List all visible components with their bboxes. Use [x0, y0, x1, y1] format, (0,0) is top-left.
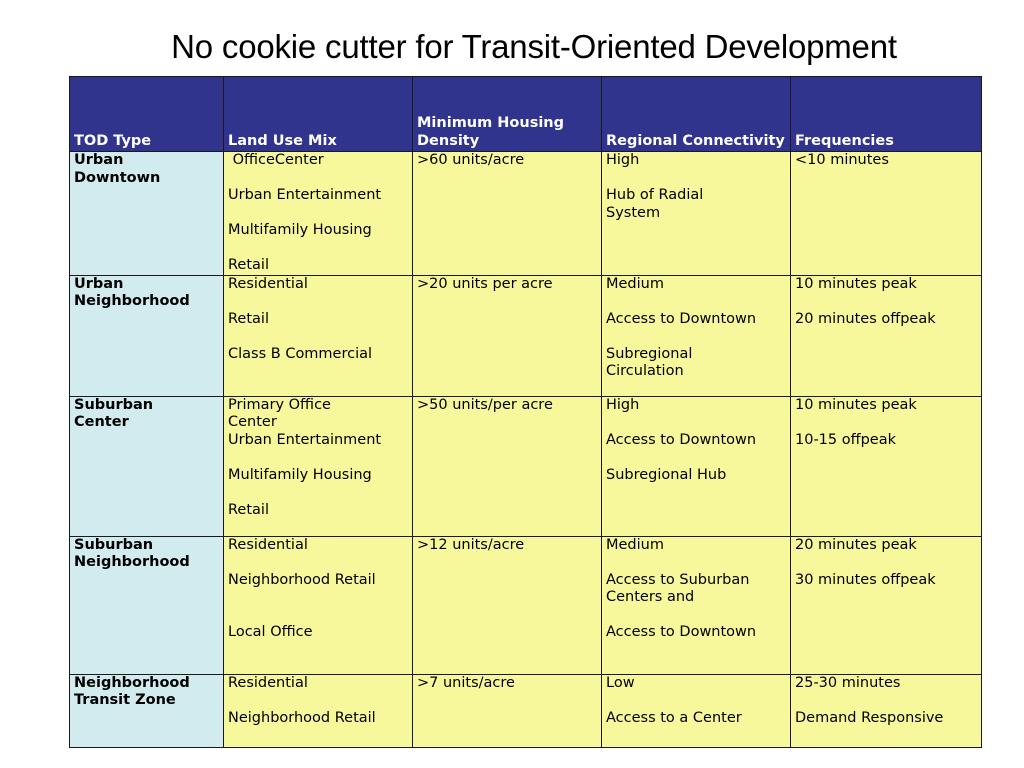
frequency-item: 25-30 minutes — [795, 674, 901, 691]
table-row: Suburban Neighborhood Residential Neighb… — [69, 535, 982, 675]
connectivity-item: Access to Downtown — [606, 624, 757, 640]
connectivity-item: Medium — [606, 275, 664, 292]
connectivity-item: Access to Suburban — [606, 571, 750, 588]
connectivity-cell: Medium Access to Suburban Centers and Ac… — [601, 535, 791, 675]
land-use-cell: Residential Neighborhood Retail — [223, 673, 413, 748]
header-regional-connectivity: Regional Connectivity — [601, 76, 791, 152]
tod-type-line: Urban — [74, 275, 124, 292]
header-min-housing-density: Minimum Housing Density — [412, 76, 602, 152]
frequency-cell: <10 minutes — [790, 151, 982, 276]
tod-type-line: Urban — [74, 152, 124, 168]
tod-type-line: Center — [74, 414, 129, 430]
density-value: >50 units/per acre — [417, 396, 553, 413]
land-use-cell: Residential Neighborhood Retail Local Of… — [223, 535, 413, 675]
land-use-item: Residential — [228, 536, 308, 553]
table-row: Urban Neighborhood Residential Retail Cl… — [69, 274, 982, 397]
tod-type-line: Downtown — [74, 169, 161, 186]
table-row: Urban Downtown OfficeCenter Urban Entert… — [69, 151, 982, 276]
frequency-cell: 10 minutes peak 20 minutes offpeak — [790, 274, 982, 397]
land-use-item: Urban Entertainment — [228, 187, 382, 203]
land-use-item: Retail — [228, 257, 269, 273]
connectivity-item: Access to Downtown — [606, 431, 757, 448]
connectivity-cell: Medium Access to Downtown Subregional Ci… — [601, 274, 791, 397]
density-value: >60 units/acre — [417, 152, 525, 168]
tod-type-line: Suburban — [74, 536, 154, 553]
table-row: Neighborhood Transit Zone Residential Ne… — [69, 673, 982, 748]
connectivity-cell: High Access to Downtown Subregional Hub — [601, 395, 791, 537]
land-use-item: Residential — [228, 275, 308, 292]
density-value: >20 units per acre — [417, 275, 553, 292]
land-use-item: Retail — [228, 501, 269, 518]
land-use-item: Neighborhood Retail — [228, 571, 376, 588]
frequency-item: 20 minutes offpeak — [795, 310, 936, 327]
frequency-item: Demand Responsive — [795, 709, 944, 726]
land-use-item: Neighborhood Retail — [228, 709, 376, 726]
land-use-item: Retail — [228, 310, 269, 327]
density-cell: >12 units/acre — [412, 535, 602, 675]
connectivity-item: Centers and — [606, 589, 695, 605]
land-use-cell: Residential Retail Class B Commercial — [223, 274, 413, 397]
connectivity-item: Access to Downtown — [606, 310, 757, 327]
land-use-item: OfficeCenter — [228, 152, 324, 168]
tod-type-line: Suburban — [74, 396, 154, 413]
header-frequencies: Frequencies — [790, 76, 982, 152]
table-row: Suburban Center Primary Office Center Ur… — [69, 395, 982, 537]
density-value: >12 units/acre — [417, 536, 525, 553]
frequency-item: 10 minutes peak — [795, 396, 917, 413]
land-use-item: Multifamily Housing — [228, 466, 372, 483]
density-cell: >20 units per acre — [412, 274, 602, 397]
connectivity-item: Low — [606, 674, 635, 691]
frequency-item: 20 minutes peak — [795, 536, 917, 553]
slide-title: No cookie cutter for Transit-Oriented De… — [171, 28, 897, 65]
land-use-cell: OfficeCenter Urban Entertainment Multifa… — [223, 151, 413, 276]
land-use-item: Multifamily Housing — [228, 222, 372, 238]
tod-type-line: Transit Zone — [74, 692, 176, 708]
tod-type-cell: Suburban Neighborhood — [69, 535, 224, 675]
connectivity-item: Hub of Radial — [606, 187, 704, 203]
tod-type-line: Neighborhood — [74, 293, 190, 309]
connectivity-item: Subregional Hub — [606, 466, 727, 483]
connectivity-item: Circulation — [606, 363, 684, 379]
frequency-cell: 25-30 minutes Demand Responsive — [790, 673, 982, 748]
land-use-item: Residential — [228, 674, 308, 691]
land-use-item: Primary Office — [228, 396, 331, 413]
land-use-item: Urban Entertainment — [228, 431, 382, 448]
header-row: TOD Type Land Use Mix Minimum Housing De… — [69, 76, 982, 152]
tod-type-line: Neighborhood — [74, 674, 190, 691]
connectivity-cell: Low Access to a Center — [601, 673, 791, 748]
connectivity-item: Access to a Center — [606, 709, 742, 726]
tod-type-line: Neighborhood — [74, 554, 190, 570]
density-cell: >60 units/acre — [412, 151, 602, 276]
frequency-item: 10-15 offpeak — [795, 431, 897, 448]
connectivity-item: Medium — [606, 536, 664, 553]
connectivity-item: Subregional — [606, 345, 693, 362]
land-use-item: Center — [228, 414, 277, 430]
frequency-item: <10 minutes — [795, 152, 889, 168]
frequency-item: 30 minutes offpeak — [795, 571, 936, 588]
tod-table: TOD Type Land Use Mix Minimum Housing De… — [69, 76, 982, 748]
connectivity-cell: High Hub of Radial System — [601, 151, 791, 276]
density-cell: >50 units/per acre — [412, 395, 602, 537]
header-tod-type: TOD Type — [69, 76, 224, 152]
connectivity-item: High — [606, 152, 640, 168]
land-use-item: Local Office — [228, 624, 313, 640]
connectivity-item: High — [606, 396, 640, 413]
density-value: >7 units/acre — [417, 674, 515, 691]
header-land-use-mix: Land Use Mix — [223, 76, 413, 152]
frequency-cell: 20 minutes peak 30 minutes offpeak — [790, 535, 982, 675]
frequency-cell: 10 minutes peak 10-15 offpeak — [790, 395, 982, 537]
frequency-item: 10 minutes peak — [795, 275, 917, 292]
tod-type-cell: Neighborhood Transit Zone — [69, 673, 224, 748]
tod-type-cell: Urban Downtown — [69, 151, 224, 276]
land-use-cell: Primary Office Center Urban Entertainmen… — [223, 395, 413, 537]
density-cell: >7 units/acre — [412, 673, 602, 748]
tod-type-cell: Urban Neighborhood — [69, 274, 224, 397]
land-use-item: Class B Commercial — [228, 345, 373, 362]
tod-type-cell: Suburban Center — [69, 395, 224, 537]
connectivity-item: System — [606, 204, 661, 221]
